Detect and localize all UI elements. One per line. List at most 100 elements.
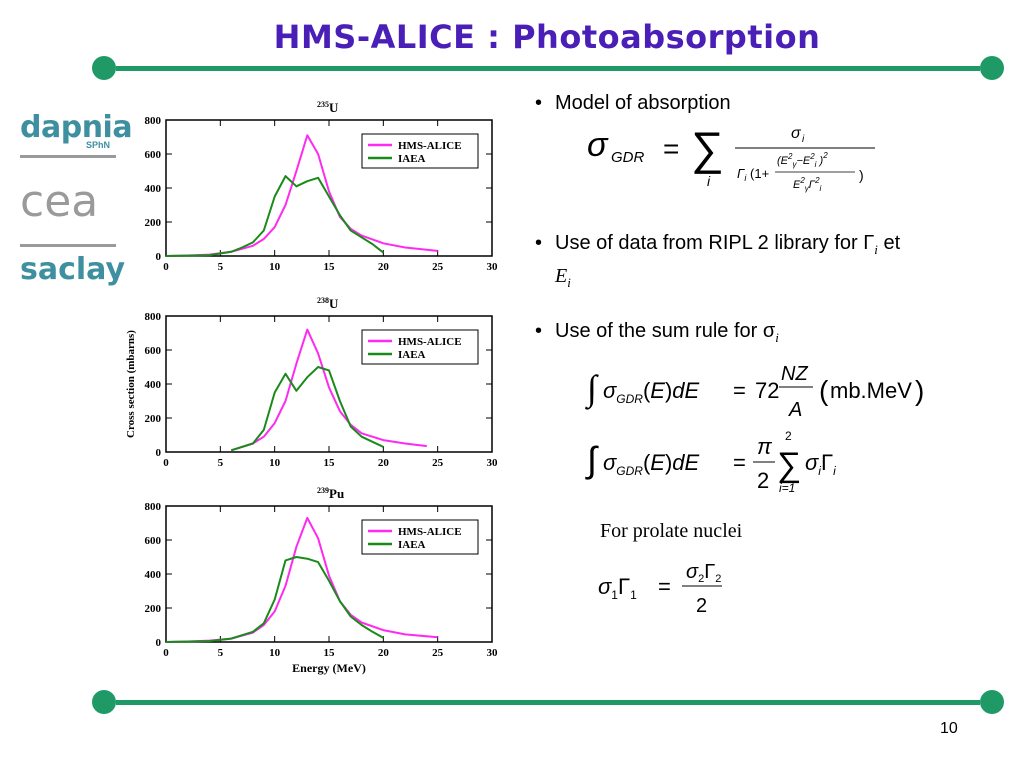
x-tick-label: 5 xyxy=(218,647,224,659)
bullet-sum-rule-text: Use of the sum rule for σ xyxy=(555,320,776,342)
y-tick-label: 400 xyxy=(145,569,162,581)
svg-text:): ) xyxy=(859,167,864,183)
eq-num-sigma: σ xyxy=(791,125,802,142)
x-tick-label: 30 xyxy=(487,457,499,469)
chart-2: 238U 0 5 10 15 20 25 30 0 200 400 600 800 HMS-ALICEIA… xyxy=(125,296,498,469)
x-tick-label: 10 xyxy=(269,647,281,659)
series-line-iaea xyxy=(165,556,384,643)
series-line-iaea xyxy=(230,366,384,452)
x-tick-label: 5 xyxy=(218,261,224,273)
svg-text:=: = xyxy=(663,133,679,164)
equation-sum-rule-1: ∫ σGDR(E)dE = 72 NZ A ( mb.MeV ) xyxy=(585,352,945,428)
svg-text:(E2γ−E2i )2: (E2γ−E2i )2 xyxy=(777,151,828,169)
x-tick-label: 0 xyxy=(163,457,169,469)
bullet-ripl-E: E xyxy=(555,265,568,287)
prolate-text: For prolate nuclei xyxy=(600,520,743,542)
eq-rule2-lower: i=1 xyxy=(779,481,795,495)
series-line-hms-alice xyxy=(230,328,427,452)
rule-top xyxy=(116,66,980,71)
cea-logo: cea xyxy=(20,176,120,231)
x-tick-label: 0 xyxy=(163,647,169,659)
equation-sum-rule-2: ∫ σGDR(E)dE = π 2 2 ∑ i=1 σiΓi xyxy=(585,422,885,502)
x-tick-label: 0 xyxy=(163,261,169,273)
bullet-ripl-E-sub: i xyxy=(567,275,571,290)
x-tick-label: 25 xyxy=(432,457,444,469)
eq-rule2-num: π xyxy=(757,434,773,459)
y-tick-label: 0 xyxy=(156,637,162,649)
eq-rule1-num: NZ xyxy=(781,363,808,385)
saclay-logo: saclay xyxy=(20,252,126,287)
slide-title: HMS-ALICE : Photoabsorption xyxy=(273,18,821,56)
eq-rule2-upper: 2 xyxy=(785,429,792,443)
eq-gdr-sub: GDR xyxy=(611,149,645,166)
eq-sigma: σ xyxy=(587,126,609,164)
y-tick-label: 600 xyxy=(145,535,162,547)
bullet-sum-rule: • Use of the sum rule for σi xyxy=(535,320,779,345)
equation-prolate: σ1Γ1 = σ2Γ2 2 xyxy=(594,556,754,626)
y-tick-label: 400 xyxy=(145,183,162,195)
x-tick-label: 15 xyxy=(324,457,336,469)
x-tick-label: 30 xyxy=(487,647,499,659)
rule-bottom-right-dot xyxy=(980,690,1004,714)
chart-title: 238U xyxy=(317,296,339,311)
svg-text:=: = xyxy=(733,450,746,475)
rule-top-right-dot xyxy=(980,56,1004,80)
svg-text:=: = xyxy=(658,574,671,599)
chart-title: 235U xyxy=(317,100,339,115)
x-tick-label: 15 xyxy=(324,647,336,659)
x-tick-label: 25 xyxy=(432,647,444,659)
chart-panel: 235U 0 5 10 15 20 25 30 0 200 400 600 800 HMS-ALICE IA… xyxy=(122,92,512,687)
eq-sum-index: i xyxy=(707,173,711,189)
legend xyxy=(361,133,479,169)
y-tick-label: 600 xyxy=(145,345,162,357)
y-tick-label: 0 xyxy=(156,251,162,263)
svg-text:=: = xyxy=(733,378,746,403)
x-tick-label: 10 xyxy=(269,457,281,469)
dapnia-logo: dapnia xyxy=(20,110,133,145)
legend xyxy=(361,329,479,365)
y-tick-label: 800 xyxy=(145,115,162,127)
legend-label: IAEA xyxy=(398,349,426,361)
svg-text:∫: ∫ xyxy=(585,439,599,480)
svg-text:σiΓi: σiΓi xyxy=(805,450,836,478)
x-tick-label: 25 xyxy=(432,261,444,273)
legend-label: HMS-ALICE xyxy=(398,336,462,348)
eq-prolate-den: 2 xyxy=(696,595,707,617)
svg-text:σGDR(E)dE: σGDR(E)dE xyxy=(603,378,700,406)
x-tick-label: 20 xyxy=(378,261,390,273)
svg-text:∑: ∑ xyxy=(777,446,801,484)
bullet-ripl-et: et xyxy=(877,232,901,254)
legend-label: IAEA xyxy=(398,153,426,165)
svg-text:σ2Γ2: σ2Γ2 xyxy=(686,561,721,585)
chart-title: 239Pu xyxy=(317,486,344,501)
chart-1: 235U 0 5 10 15 20 25 30 0 200 400 600 800 HMS-ALICEIA… xyxy=(145,100,499,273)
eq-rule1-unit: mb.MeV xyxy=(830,378,912,403)
svg-text:Γi (1+: Γi (1+ xyxy=(737,166,769,183)
x-tick-label: 15 xyxy=(324,261,336,273)
y-tick-label: 600 xyxy=(145,149,162,161)
legend-label: IAEA xyxy=(398,539,426,551)
series-line-iaea xyxy=(165,175,384,257)
cea-logo-text: cea xyxy=(20,178,98,226)
y-tick-label: 200 xyxy=(145,217,162,229)
legend-label: HMS-ALICE xyxy=(398,526,462,538)
y-axis-label: Cross section (mbarns) xyxy=(125,330,137,438)
bullet-sum-rule-sub: i xyxy=(775,330,779,345)
eq-sum-sign: ∑ xyxy=(691,122,724,174)
y-tick-label: 800 xyxy=(145,311,162,323)
page-number: 10 xyxy=(940,720,958,737)
sphn-logo: SPhN xyxy=(86,140,111,150)
eq-num-sub: i xyxy=(802,134,805,145)
svg-text:∫: ∫ xyxy=(585,368,599,410)
chart-3: 239Pu 0 5 10 15 20 25 30 0 200 400 600 800 HMS-ALICEI… xyxy=(145,486,499,675)
svg-text:σ1Γ1: σ1Γ1 xyxy=(598,574,637,602)
legend xyxy=(361,519,479,555)
legend-label: HMS-ALICE xyxy=(398,140,462,152)
logo-divider xyxy=(20,155,116,158)
svg-text:(: ( xyxy=(819,375,829,406)
bullet-ripl-gamma-sub: i xyxy=(874,242,878,257)
logo-divider-2 xyxy=(20,244,116,247)
bullet-model: • Model of absorption xyxy=(535,92,731,114)
svg-text:σGDR(E)dE: σGDR(E)dE xyxy=(603,450,700,478)
x-tick-label: 30 xyxy=(487,261,499,273)
